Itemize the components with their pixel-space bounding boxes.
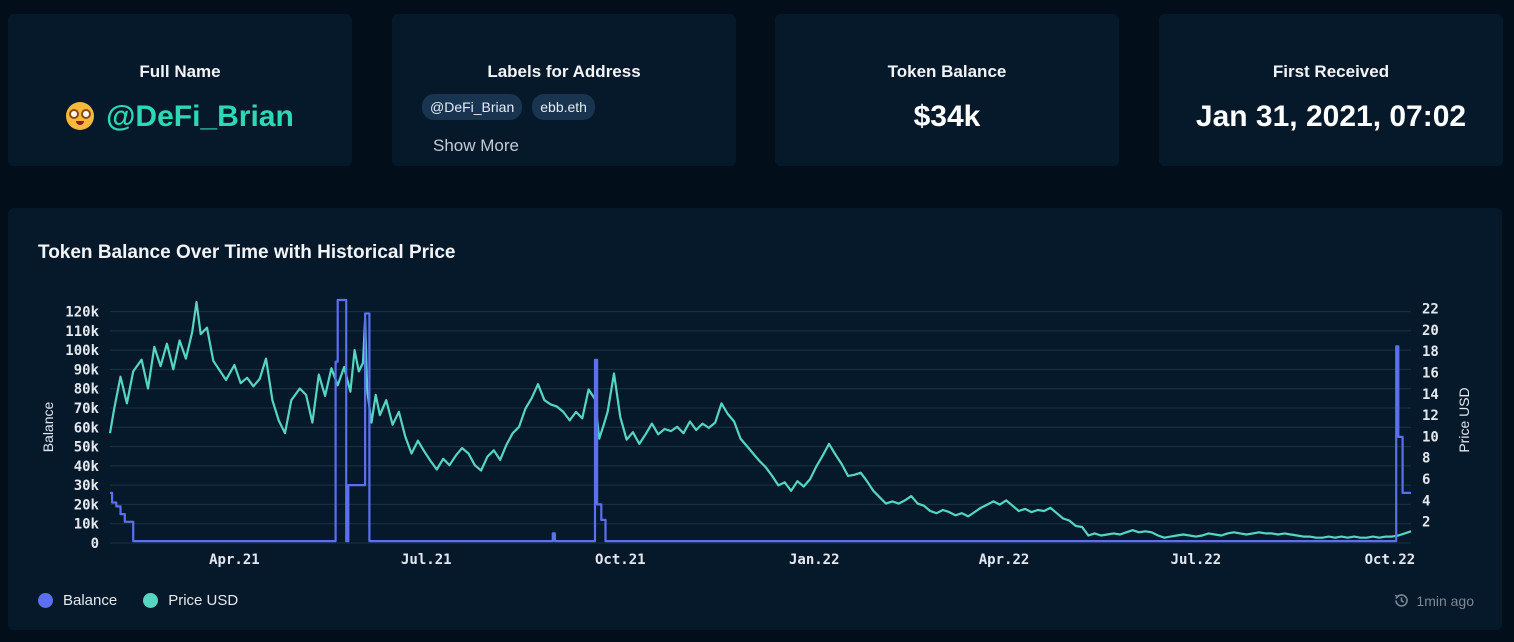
chart-title: Token Balance Over Time with Historical … — [38, 242, 456, 263]
full-name-value-row: @DeFi_Brian — [8, 100, 352, 134]
y-tick-label-right: 12 — [1422, 408, 1439, 424]
chart-legend: Balance Price USD — [38, 592, 238, 609]
left-axis-ticks: 0 10k 20k 30k 40k 50k 60k 70k 80k 90k 100k 110k 120k — [65, 305, 99, 552]
full-name-title: Full Name — [139, 62, 221, 81]
x-tick-label: Jul.22 — [1171, 552, 1222, 568]
y-tick-label-right: 22 — [1422, 302, 1439, 318]
y-tick-label-left: 10k — [74, 517, 100, 533]
y-tick-label-left: 0 — [91, 536, 99, 552]
y-tick-label-left: 30k — [74, 478, 100, 494]
x-tick-label: Jul.21 — [401, 552, 452, 568]
y-tick-label-left: 50k — [74, 440, 100, 456]
x-tick-label: Oct.21 — [595, 552, 646, 568]
y-tick-label-right: 4 — [1422, 493, 1430, 509]
y-tick-label-left: 40k — [74, 459, 100, 475]
x-tick-label: Apr.21 — [209, 552, 260, 568]
x-tick-label: Apr.22 — [979, 552, 1030, 568]
legend-label-balance: Balance — [63, 592, 118, 609]
y-tick-label-left: 20k — [74, 497, 100, 513]
legend-dot-price — [143, 593, 159, 608]
y-axis-label-right: Price USD — [1456, 387, 1472, 452]
labels-title: Labels for Address — [487, 62, 641, 81]
x-axis-ticks: Apr.21 Jul.21 Oct.21 Jan.22 Apr.22 Jul.22 Oct.… — [209, 552, 1415, 568]
history-clock-icon — [1395, 594, 1409, 607]
last-updated-text: 1min ago — [1416, 592, 1474, 609]
chart-panel — [8, 208, 1502, 630]
y-tick-label-left: 110k — [65, 324, 99, 340]
first-received-value: Jan 31, 2021, 07:02 — [1195, 100, 1467, 133]
labels-card: Labels for Address @DeFi_Brian ebb.eth S… — [392, 14, 736, 166]
y-tick-label-right: 2 — [1422, 515, 1430, 531]
nerd-face-emoji-icon — [66, 102, 95, 130]
label-pill[interactable]: ebb.eth — [532, 94, 595, 120]
first-received-title: First Received — [1272, 62, 1390, 81]
label-pill[interactable]: @DeFi_Brian — [422, 94, 523, 120]
y-tick-label-right: 14 — [1422, 387, 1439, 403]
y-axis-label-left: Balance — [40, 401, 56, 452]
full-name-card: Full Name @DeFi_Brian — [8, 14, 352, 166]
y-tick-label-left: 70k — [74, 401, 100, 417]
y-tick-label-left: 90k — [74, 362, 100, 378]
x-tick-label: Jan.22 — [789, 552, 840, 568]
y-tick-label-right: 20 — [1422, 323, 1439, 339]
legend-label-price: Price USD — [168, 592, 239, 609]
right-axis-ticks: 2 4 6 8 10 12 14 16 18 20 22 — [1422, 302, 1439, 531]
balance-series-line — [110, 298, 1411, 543]
x-tick-label: Oct.22 — [1365, 552, 1416, 568]
chart-grid — [110, 311, 1411, 544]
y-tick-label-left: 80k — [74, 382, 100, 398]
token-balance-title: Token Balance — [887, 62, 1007, 81]
token-balance-card: Token Balance $34k — [775, 14, 1119, 166]
show-more-link[interactable]: Show More — [433, 136, 519, 155]
y-tick-label-right: 6 — [1422, 472, 1430, 488]
full-name-value[interactable]: @DeFi_Brian — [106, 100, 294, 133]
legend-dot-balance — [38, 593, 53, 608]
y-tick-label-left: 60k — [74, 420, 100, 436]
y-tick-label-right: 8 — [1422, 451, 1430, 467]
token-balance-value: $34k — [913, 100, 981, 133]
y-tick-label-left: 120k — [65, 305, 99, 321]
y-tick-label-right: 16 — [1422, 365, 1439, 381]
legend-item-price[interactable]: Price USD — [143, 592, 238, 609]
y-tick-label-right: 18 — [1422, 344, 1439, 360]
y-tick-label-right: 10 — [1422, 429, 1439, 445]
legend-item-balance[interactable]: Balance — [38, 592, 117, 609]
last-updated: 1min ago — [1393, 592, 1474, 609]
label-pills: @DeFi_Brian ebb.eth — [422, 94, 595, 120]
y-tick-label-left: 100k — [65, 343, 99, 359]
price-usd-series-line — [108, 301, 1412, 539]
first-received-card: First Received Jan 31, 2021, 07:02 — [1159, 14, 1503, 166]
